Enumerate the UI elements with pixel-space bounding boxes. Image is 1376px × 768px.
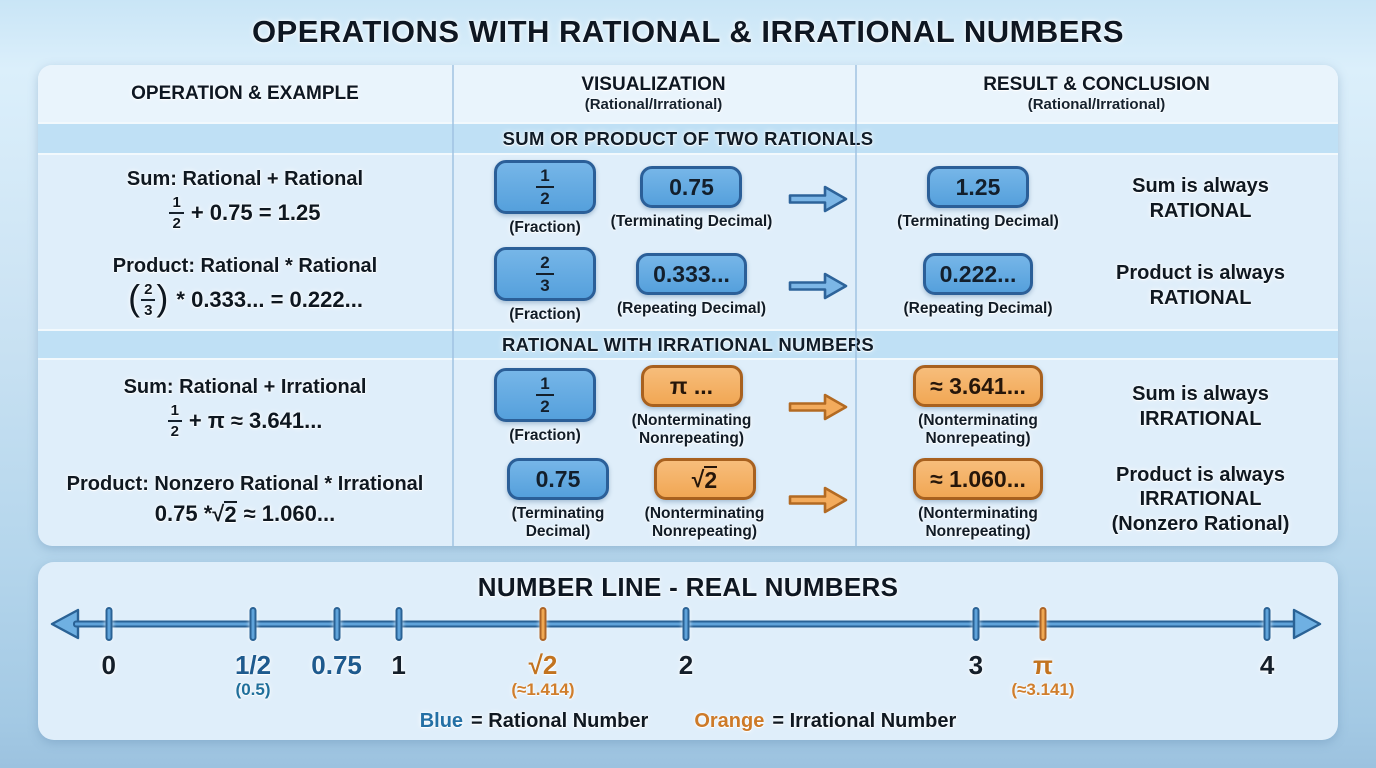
result-box: 0.222... (Repeating Decimal) bbox=[903, 253, 1053, 318]
numberline-tick bbox=[972, 607, 980, 641]
legend: Blue = Rational Number Orange = Irrational… bbox=[38, 710, 1338, 733]
page-title: OPERATIONS WITH RATIONAL & IRRATIONAL NU… bbox=[251, 14, 1125, 49]
number-line-panel: NUMBER LINE - REAL NUMBERS 0 1/2 (0.5) 0.75… bbox=[38, 562, 1338, 740]
conclusion-text: Sum is always IRRATIONAL bbox=[1132, 383, 1269, 430]
conclusion-text: Product is always IRRATIONAL (Nonzero Ra… bbox=[1111, 463, 1290, 535]
section-band-rationals: SUM OR PRODUCT OF TWO RATIONALS bbox=[38, 122, 1338, 155]
result-box: ≈ 3.641... (Nonterminating Nonrepeating) bbox=[913, 365, 1043, 448]
column-divider bbox=[452, 65, 454, 546]
section-band-irrationals: RATIONAL WITH IRRATIONAL NUMBERS bbox=[38, 329, 1338, 360]
legend-item-rational: Blue = Rational Number bbox=[419, 710, 649, 732]
operand-box-decimal: 0.333... (Repeating Decimal) bbox=[617, 253, 766, 318]
numberline-point-label: 4 bbox=[1259, 650, 1275, 680]
numberline-point-label: 3 bbox=[968, 650, 984, 680]
operation-label: Product: Rational * Rational bbox=[112, 254, 378, 277]
numberline-point-label: 0 bbox=[101, 650, 116, 680]
operand-box-decimal: 0.75 (Terminating Decimal) bbox=[611, 166, 772, 231]
arrow-right-icon bbox=[788, 272, 848, 299]
numberline-point-label: 0.75 bbox=[311, 650, 362, 680]
operation-label: Sum: Rational + Rational bbox=[126, 167, 364, 190]
header-visualization: VISUALIZATION (Rational/Irrational) bbox=[581, 73, 726, 113]
numberline-tick bbox=[249, 607, 257, 641]
numberline-point-label: √2 (≈1.414) bbox=[511, 650, 575, 700]
header-result: RESULT & CONCLUSION (Rational/Irrational… bbox=[983, 73, 1210, 113]
operand-box-decimal: 0.75 (Terminating Decimal) bbox=[494, 458, 622, 541]
numberline-point-label: 1/2 (0.5) bbox=[234, 650, 272, 700]
arrow-right-icon bbox=[788, 486, 848, 513]
arrow-right-icon bbox=[788, 185, 848, 212]
numberline-tick bbox=[1263, 607, 1271, 641]
conclusion-text: Sum is always RATIONAL bbox=[1132, 175, 1269, 222]
header-operation: OPERATION & EXAMPLE bbox=[131, 82, 359, 104]
result-box: ≈ 1.060... (Nonterminating Nonrepeating) bbox=[913, 458, 1043, 541]
arrow-right-icon bbox=[788, 393, 848, 420]
column-divider bbox=[855, 65, 857, 546]
numberline-tick bbox=[105, 607, 113, 641]
operand-box-pi: π ... (Nonterminating Nonrepeating) bbox=[628, 365, 756, 448]
operations-table: OPERATION & EXAMPLE VISUALIZATION (Ratio… bbox=[38, 65, 1338, 546]
operation-label: Sum: Rational + Irrational bbox=[123, 375, 367, 398]
numberline-point-label: π (≈3.141) bbox=[1011, 650, 1075, 700]
arrow-right-icon bbox=[1292, 608, 1322, 640]
operand-box-sqrt2: √ 2 (Nonterminating Nonrepeating) bbox=[641, 458, 769, 541]
operation-label: Product: Nonzero Rational * Irrational bbox=[66, 472, 424, 495]
numberline-tick bbox=[333, 607, 341, 641]
row-product-irrational: Product: Nonzero Rational * Irrational 0… bbox=[38, 453, 1338, 546]
number-line-title: NUMBER LINE - REAL NUMBERS bbox=[477, 572, 899, 602]
numberline-tick bbox=[682, 607, 690, 641]
number-line: 0 1/2 (0.5) 0.75 1 √2 (≈1.414) 2 3 π (≈3.141) 4 bbox=[50, 604, 1322, 699]
operation-formula: 0.75 * √ 2 ≈ 1.060... bbox=[154, 500, 336, 527]
conclusion-text: Product is always RATIONAL bbox=[1116, 262, 1285, 309]
numberline-point-label: 2 bbox=[678, 650, 694, 680]
numberline-point-label: 1 bbox=[391, 650, 406, 680]
table-header-row: OPERATION & EXAMPLE VISUALIZATION (Ratio… bbox=[38, 65, 1338, 122]
result-box: 1.25 (Terminating Decimal) bbox=[897, 166, 1059, 231]
numberline-tick bbox=[395, 607, 403, 641]
numberline-tick bbox=[1039, 607, 1047, 641]
numberline-tick bbox=[539, 607, 547, 641]
legend-item-irrational: Orange = Irrational Number bbox=[694, 710, 957, 732]
